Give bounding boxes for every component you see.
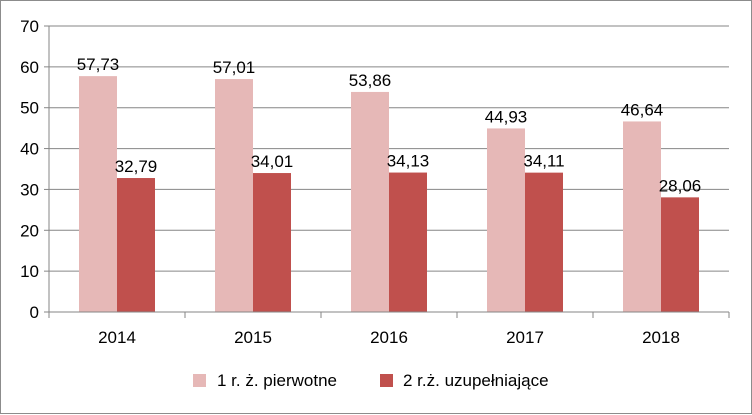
y-tick-label-40: 40 xyxy=(20,140,39,159)
y-tick-label-30: 30 xyxy=(20,180,39,199)
bar-2018-series-1 xyxy=(623,121,661,312)
data-label-2016-series-1: 53,86 xyxy=(349,71,392,90)
data-label-2016-series-2: 34,13 xyxy=(387,152,430,171)
bar-2017-series-2 xyxy=(525,172,563,312)
bar-2016-series-2 xyxy=(389,172,427,312)
bar-2015-series-1 xyxy=(215,79,253,312)
data-label-2018-series-2: 28,06 xyxy=(659,176,702,195)
y-tick-label-10: 10 xyxy=(20,262,39,281)
y-tick-label-0: 0 xyxy=(30,303,39,322)
y-tick-label-50: 50 xyxy=(20,99,39,118)
data-label-2018-series-1: 46,64 xyxy=(621,100,664,119)
data-labels: 57,73 32,79 57,01 34,01 53,86 34,13 44,93 34,11… xyxy=(77,55,702,195)
bar-2017-series-1 xyxy=(487,128,525,312)
x-tick-label-2018: 2018 xyxy=(642,328,680,347)
x-tick-label-2017: 2017 xyxy=(506,328,544,347)
legend-swatch-2 xyxy=(380,374,393,387)
legend-label-2: 2 r.ż. uzupełniające xyxy=(403,371,549,390)
data-label-2014-series-1: 57,73 xyxy=(77,55,120,74)
bar-2016-series-1 xyxy=(351,91,389,313)
legend-label-1: 1 r. ż. pierwotne xyxy=(217,371,337,390)
bar-2014-series-1 xyxy=(79,76,117,312)
data-label-2017-series-1: 44,93 xyxy=(485,107,528,126)
x-tick-label-2015: 2015 xyxy=(234,328,272,347)
axes xyxy=(44,25,730,318)
x-tick-label-2016: 2016 xyxy=(370,328,408,347)
data-label-2015-series-2: 34,01 xyxy=(251,152,294,171)
legend: 1 r. ż. pierwotne 2 r.ż. uzupełniające xyxy=(193,371,549,390)
data-label-2017-series-2: 34,11 xyxy=(523,152,564,171)
bar-2018-series-2 xyxy=(661,197,699,312)
bar-2014-series-2 xyxy=(117,178,155,312)
x-tick-label-2014: 2014 xyxy=(98,328,136,347)
data-label-2015-series-1: 57,01 xyxy=(213,58,256,77)
x-axis-ticks: 2014 2015 2016 2017 2018 xyxy=(98,328,680,347)
y-axis-ticks: 0 10 20 30 40 50 60 70 xyxy=(20,17,39,322)
bars xyxy=(79,76,699,313)
y-tick-label-70: 70 xyxy=(20,17,39,36)
bar-2015-series-2 xyxy=(253,173,291,312)
data-label-2014-series-2: 32,79 xyxy=(115,157,158,176)
y-tick-label-60: 60 xyxy=(20,58,39,77)
y-tick-label-20: 20 xyxy=(20,221,39,240)
legend-swatch-1 xyxy=(193,374,206,387)
